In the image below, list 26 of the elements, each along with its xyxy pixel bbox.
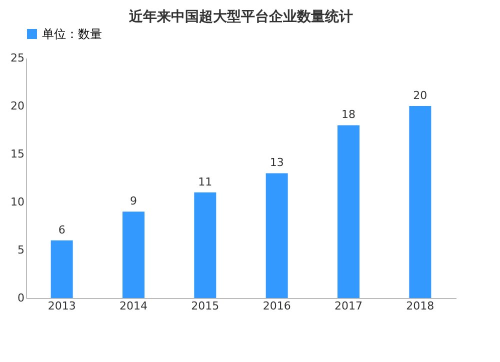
legend-label: 单位：数量 — [42, 27, 102, 41]
x-tick-label: 2015 — [191, 300, 220, 312]
bar — [122, 212, 144, 298]
y-tick-label: 15 — [10, 148, 24, 160]
x-tick-label: 2018 — [406, 300, 434, 312]
data-label: 11 — [198, 175, 212, 188]
bar — [50, 240, 73, 298]
x-tick-label: 2013 — [48, 300, 76, 312]
x-tick-label: 2017 — [334, 300, 362, 312]
bar — [194, 192, 216, 298]
y-tick-label: 0 — [18, 292, 24, 304]
x-tick-label: 2016 — [262, 300, 291, 312]
data-label: 20 — [413, 89, 428, 102]
y-tick-label: 10 — [10, 196, 24, 208]
x-tick-label: 2014 — [120, 300, 148, 312]
bar — [409, 106, 432, 298]
y-tick-label: 25 — [10, 52, 24, 64]
data-label: 9 — [130, 194, 137, 208]
data-label: 18 — [342, 108, 356, 122]
y-tick-label: 5 — [18, 244, 24, 256]
y-tick-label: 20 — [10, 100, 24, 112]
bar — [338, 125, 360, 298]
data-label: 6 — [58, 223, 66, 236]
bar — [266, 173, 288, 298]
data-label: 13 — [270, 156, 284, 170]
chart-title: 近年来中国超大型平台企业数量统计 — [128, 8, 353, 25]
